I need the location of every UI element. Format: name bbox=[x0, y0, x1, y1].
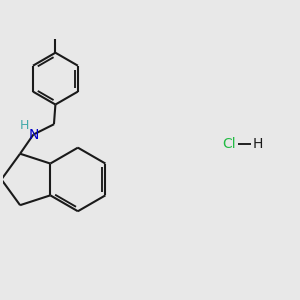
Text: N: N bbox=[28, 128, 38, 142]
Text: Cl: Cl bbox=[222, 137, 236, 151]
Text: H: H bbox=[253, 137, 263, 151]
Text: H: H bbox=[20, 119, 29, 132]
